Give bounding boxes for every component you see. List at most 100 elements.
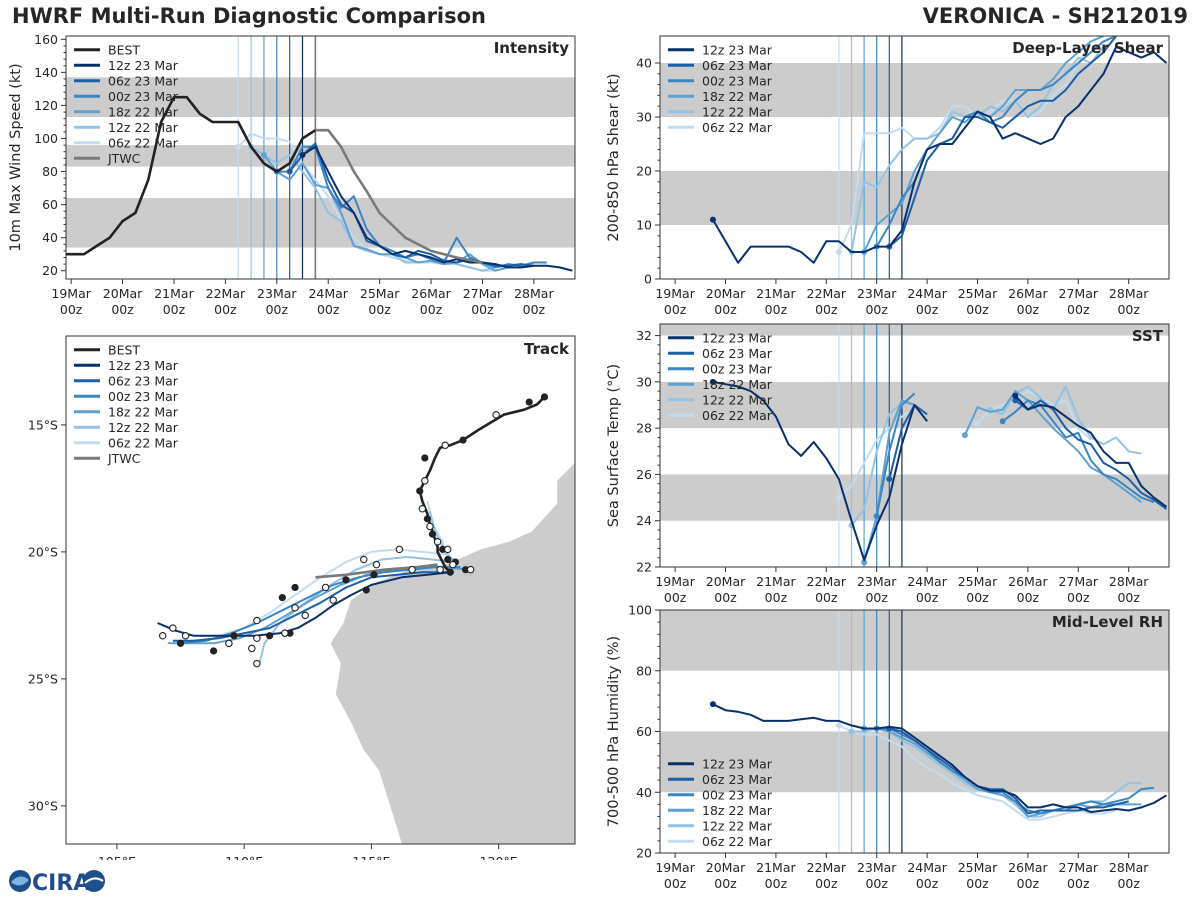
init-marker: [260, 152, 267, 159]
track-point-hollow: [253, 659, 261, 668]
x-tick-label: 23Mar: [257, 286, 297, 301]
track-point-hollow: [433, 537, 442, 546]
x-tick-label: 00z: [765, 876, 788, 891]
track-point-hollow: [291, 604, 299, 612]
y-tick-label: 30: [636, 374, 652, 389]
x-tick-label: 28Mar: [514, 286, 554, 301]
track-point-hollow: [466, 565, 475, 574]
track-point-hollow: [443, 545, 452, 554]
series-line: [712, 45, 1168, 264]
legend-label: 12z 22 Mar: [702, 818, 773, 833]
x-tick-label: 19Mar: [655, 860, 695, 875]
intensity-chart: 2040608010012014016019Mar00z20Mar00z21Ma…: [8, 32, 576, 317]
y-tick-label: 100: [34, 131, 58, 146]
x-tick-label: 00z: [1067, 590, 1090, 604]
series-line: [888, 404, 928, 480]
x-tick-label: 21Mar: [756, 860, 796, 875]
y-tick-label: 26: [636, 467, 652, 482]
track-point-hollow: [253, 616, 261, 625]
track-point-filled: [286, 629, 294, 637]
x-tick-label: 23Mar: [857, 860, 897, 875]
x-tick-label: 24Mar: [907, 286, 947, 301]
legend-label: 12z 23 Mar: [702, 330, 773, 345]
init-marker: [299, 152, 306, 159]
track-point-hollow: [395, 545, 404, 554]
y-tick-label: 40: [42, 230, 58, 245]
x-tick-label: 19Mar: [655, 574, 695, 589]
longitude-label: 120°E: [480, 854, 518, 860]
threshold-band: [660, 324, 1169, 336]
x-tick-label: 24Mar: [907, 574, 947, 589]
series-line: [288, 142, 535, 267]
init-marker: [861, 559, 868, 566]
cira-logo: CIRA: [9, 870, 105, 896]
track-point-filled: [278, 594, 286, 602]
legend-label: 06z 22 Mar: [108, 435, 179, 450]
init-marker: [886, 476, 893, 483]
track-point-filled: [230, 632, 238, 640]
legend-label: 12z 23 Mar: [702, 756, 773, 771]
threshold-band: [66, 77, 575, 117]
series-line: [1014, 399, 1168, 510]
track-point-hollow: [169, 624, 177, 632]
series-line: [888, 36, 1117, 248]
x-tick-label: 00z: [214, 302, 237, 317]
y-tick-label: 80: [636, 663, 652, 678]
x-tick-label: 20Mar: [103, 286, 143, 301]
logo-text: CIRA: [32, 871, 90, 896]
legend-label: 18z 22 Mar: [108, 104, 179, 119]
plot-frame: [659, 323, 1170, 568]
init-marker: [286, 168, 293, 175]
x-tick-label: 00z: [1017, 302, 1040, 317]
y-axis-label: 200-850 hPa Shear (kt): [606, 73, 622, 241]
series-line: [838, 408, 915, 499]
legend-label: 06z 23 Mar: [108, 73, 179, 88]
track-point-filled: [540, 393, 549, 401]
track-point-filled: [428, 530, 437, 538]
series-line: [976, 390, 1092, 441]
track-line: [418, 396, 546, 574]
y-tick-label: 22: [636, 560, 652, 575]
x-tick-label: 00z: [368, 302, 391, 317]
x-tick-label: 25Mar: [958, 574, 998, 589]
y-tick-label: 120: [34, 98, 58, 113]
y-tick-label: 10: [636, 218, 652, 233]
threshold-band: [660, 63, 1169, 117]
x-tick-label: 00z: [1117, 302, 1140, 317]
track-point-filled: [446, 568, 454, 576]
track-point-hollow: [372, 560, 381, 569]
threshold-band: [660, 474, 1169, 521]
x-tick-label: 00z: [420, 302, 443, 317]
legend-label: 12z 23 Mar: [108, 58, 179, 73]
plot-area: [660, 610, 1169, 853]
track-point-filled: [444, 555, 452, 564]
init-marker: [848, 728, 855, 735]
x-tick-label: 00z: [714, 302, 737, 317]
track-point-hollow: [492, 410, 500, 419]
track-point-hollow: [421, 477, 429, 485]
legend-label: 12z 22 Mar: [702, 392, 773, 407]
track-point-hollow: [301, 611, 309, 620]
series-line: [963, 390, 1142, 504]
x-tick-label: 20Mar: [706, 286, 746, 301]
y-tick-label: 40: [636, 785, 652, 800]
plot-area: [660, 36, 1169, 279]
latitude-label: 25°S: [28, 671, 58, 686]
x-tick-label: 00z: [1067, 876, 1090, 891]
series-line: [1014, 395, 1168, 508]
y-tick-label: 20: [636, 846, 652, 861]
init-marker: [873, 513, 880, 520]
legend-label: 06z 22 Mar: [108, 135, 179, 150]
x-tick-label: 20Mar: [706, 574, 746, 589]
x-tick-label: 00z: [1117, 876, 1140, 891]
x-tick-label: 00z: [471, 302, 494, 317]
legend-label: 00z 23 Mar: [702, 73, 773, 88]
x-tick-label: 00z: [1117, 590, 1140, 604]
track-line: [157, 571, 451, 637]
x-tick-label: 00z: [865, 876, 888, 891]
